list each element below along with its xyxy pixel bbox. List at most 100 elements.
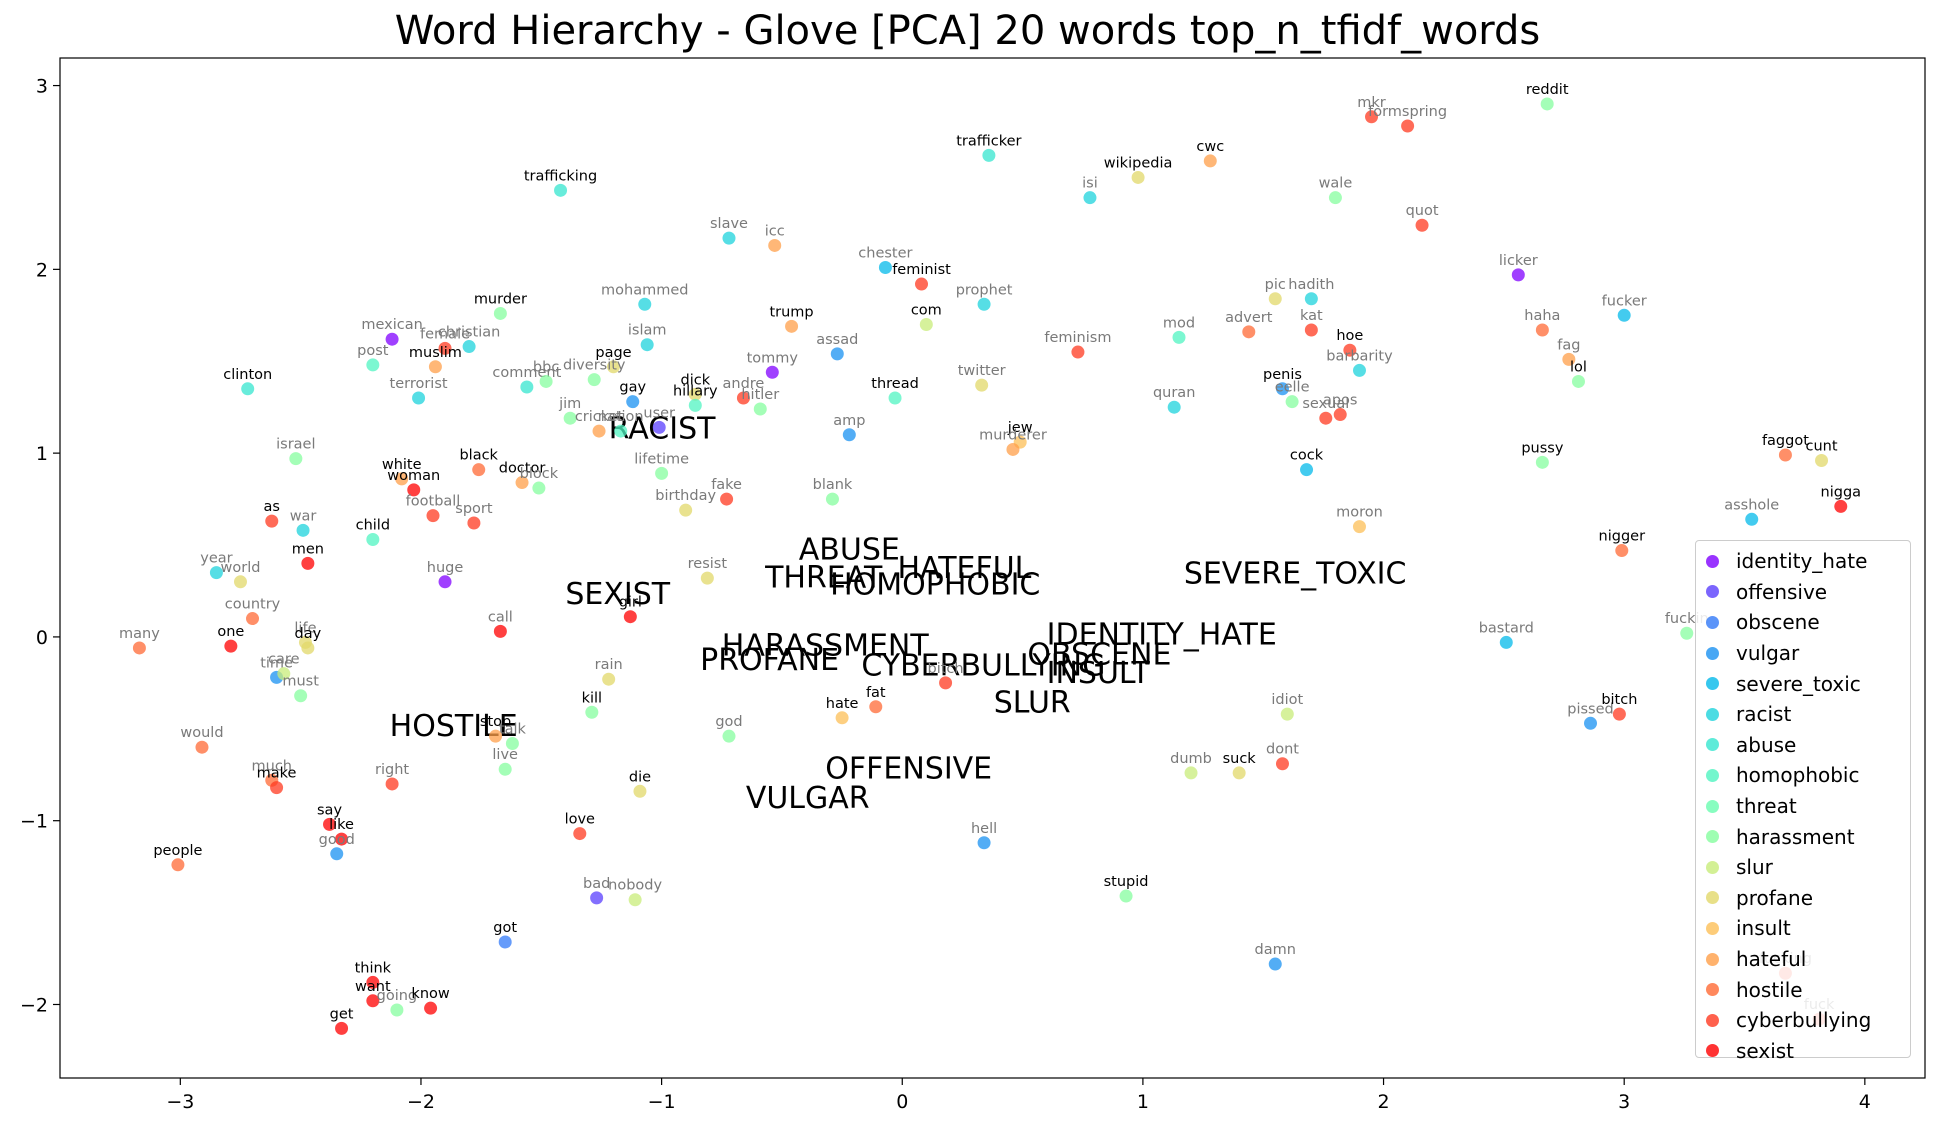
point-label: bitch bbox=[928, 661, 964, 677]
point-label: got bbox=[493, 920, 517, 936]
data-point: hadith bbox=[1288, 277, 1334, 306]
point-label: damn bbox=[1255, 942, 1296, 958]
legend-label: insult bbox=[1736, 916, 1791, 941]
point-label: reddit bbox=[1526, 82, 1569, 98]
data-point: country bbox=[225, 597, 281, 626]
point-marker bbox=[626, 395, 640, 409]
data-point: live bbox=[492, 747, 518, 776]
point-marker bbox=[888, 391, 902, 405]
point-label: apos bbox=[1323, 393, 1358, 409]
point-label: resist bbox=[688, 556, 728, 572]
point-label: stop bbox=[480, 714, 511, 730]
point-label: care bbox=[268, 652, 300, 668]
category-label: PROFANE bbox=[700, 643, 839, 678]
point-label: clinton bbox=[223, 367, 272, 383]
point-marker bbox=[830, 347, 844, 361]
legend-label: racist bbox=[1736, 702, 1792, 727]
data-point: trafficker bbox=[956, 133, 1022, 162]
point-label: would bbox=[180, 725, 223, 741]
point-marker bbox=[233, 575, 247, 589]
data-point: com bbox=[911, 302, 942, 331]
legend-item: slur bbox=[1706, 852, 1902, 883]
point-marker bbox=[638, 297, 652, 311]
point-label: trump bbox=[769, 304, 813, 320]
x-tick-label: 3 bbox=[1618, 1091, 1630, 1113]
point-marker bbox=[1365, 110, 1379, 124]
point-marker bbox=[1834, 499, 1848, 513]
point-label: mod bbox=[1163, 315, 1195, 331]
legend-marker bbox=[1706, 983, 1719, 997]
point-marker bbox=[1300, 463, 1314, 477]
point-marker bbox=[532, 481, 546, 495]
point-label: good bbox=[319, 832, 355, 848]
point-marker bbox=[438, 341, 452, 355]
point-label: block bbox=[520, 466, 559, 482]
data-point: tommy bbox=[747, 350, 798, 379]
point-label: andre bbox=[723, 376, 765, 392]
point-label: fag bbox=[1557, 337, 1580, 353]
data-point: many bbox=[119, 626, 160, 655]
point-marker bbox=[1778, 448, 1792, 462]
data-point: moron bbox=[1336, 505, 1383, 534]
data-point: feminism bbox=[1044, 330, 1111, 359]
data-point: white bbox=[382, 457, 422, 486]
point-marker bbox=[209, 566, 223, 580]
data-point: mohammed bbox=[601, 282, 688, 311]
data-point: girl bbox=[619, 595, 642, 624]
point-label: prophet bbox=[956, 282, 1013, 298]
data-point: talk bbox=[499, 722, 527, 751]
data-point: as bbox=[264, 499, 280, 528]
data-point: resist bbox=[688, 556, 728, 585]
point-label: trafficker bbox=[956, 133, 1021, 149]
data-point: hillary bbox=[673, 383, 718, 412]
data-point: thread bbox=[871, 376, 919, 405]
legend-marker bbox=[1706, 860, 1719, 874]
data-point: get bbox=[330, 1006, 354, 1035]
point-marker bbox=[1319, 411, 1333, 425]
legend-marker bbox=[1706, 768, 1719, 782]
point-marker bbox=[428, 360, 442, 374]
legend-item: obscene bbox=[1706, 607, 1902, 638]
point-marker bbox=[467, 516, 481, 530]
point-label: asshole bbox=[1724, 497, 1779, 513]
point-marker bbox=[1285, 395, 1299, 409]
data-point: isi bbox=[1082, 176, 1098, 205]
x-tick-label: 1 bbox=[1137, 1091, 1149, 1113]
plot-frame bbox=[59, 57, 1926, 1079]
data-point: sexual bbox=[1302, 396, 1349, 425]
point-marker bbox=[498, 762, 512, 776]
point-marker bbox=[1304, 292, 1318, 306]
point-marker bbox=[1415, 218, 1429, 232]
data-point: post bbox=[357, 343, 389, 372]
point-label: idiot bbox=[1271, 692, 1303, 708]
data-point: pissed bbox=[1567, 701, 1614, 730]
point-marker bbox=[768, 238, 782, 252]
point-marker bbox=[472, 463, 486, 477]
point-label: think bbox=[355, 960, 392, 976]
category-label: OBSCENE bbox=[1027, 637, 1171, 672]
data-point: nigga bbox=[1821, 484, 1861, 513]
point-label: penis bbox=[1263, 367, 1302, 383]
data-point: prophet bbox=[956, 282, 1013, 311]
legend-item: offensive bbox=[1706, 577, 1902, 608]
point-label: slave bbox=[710, 216, 748, 232]
point-marker bbox=[614, 424, 628, 438]
point-label: die bbox=[629, 769, 651, 785]
point-marker bbox=[265, 514, 279, 528]
legend-item: threat bbox=[1706, 791, 1902, 822]
point-label: dumb bbox=[1170, 751, 1212, 767]
data-point: good bbox=[319, 832, 355, 861]
point-label: nigger bbox=[1599, 529, 1646, 545]
point-label: quot bbox=[1406, 203, 1439, 219]
data-point: wikipedia bbox=[1104, 155, 1173, 184]
legend-label: homophobic bbox=[1736, 763, 1860, 788]
category-label: HATEFUL bbox=[897, 551, 1031, 586]
data-point: blank bbox=[813, 477, 853, 506]
point-label: make bbox=[257, 766, 297, 782]
legend-marker bbox=[1706, 921, 1719, 935]
point-marker bbox=[722, 729, 736, 743]
data-point: die bbox=[629, 769, 651, 798]
data-point: barbarity bbox=[1326, 348, 1393, 377]
data-point: bbc bbox=[533, 359, 559, 388]
point-label: wikipedia bbox=[1104, 155, 1173, 171]
